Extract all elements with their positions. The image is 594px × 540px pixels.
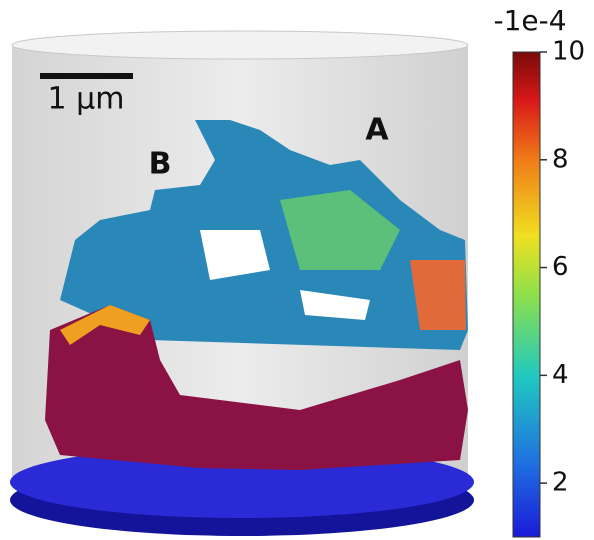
colorbar-tick-label: 6: [552, 252, 569, 282]
colorbar-tick-label: 8: [552, 144, 569, 174]
label-a: A: [365, 113, 389, 148]
colorbar-tick-label: 4: [552, 360, 569, 390]
cylinder-top: [12, 31, 468, 59]
scale-bar-label: 1 μm: [48, 82, 125, 117]
colorbar-tick-label: 10: [552, 37, 585, 67]
colorbar-tick-label: 2: [552, 468, 569, 498]
figure: 1 μm A B -1e-4 2 4 6 8 10: [0, 0, 594, 540]
label-b: B: [149, 147, 172, 182]
colorbar-title: -1e-4: [493, 4, 566, 37]
colorbar: [513, 52, 540, 537]
